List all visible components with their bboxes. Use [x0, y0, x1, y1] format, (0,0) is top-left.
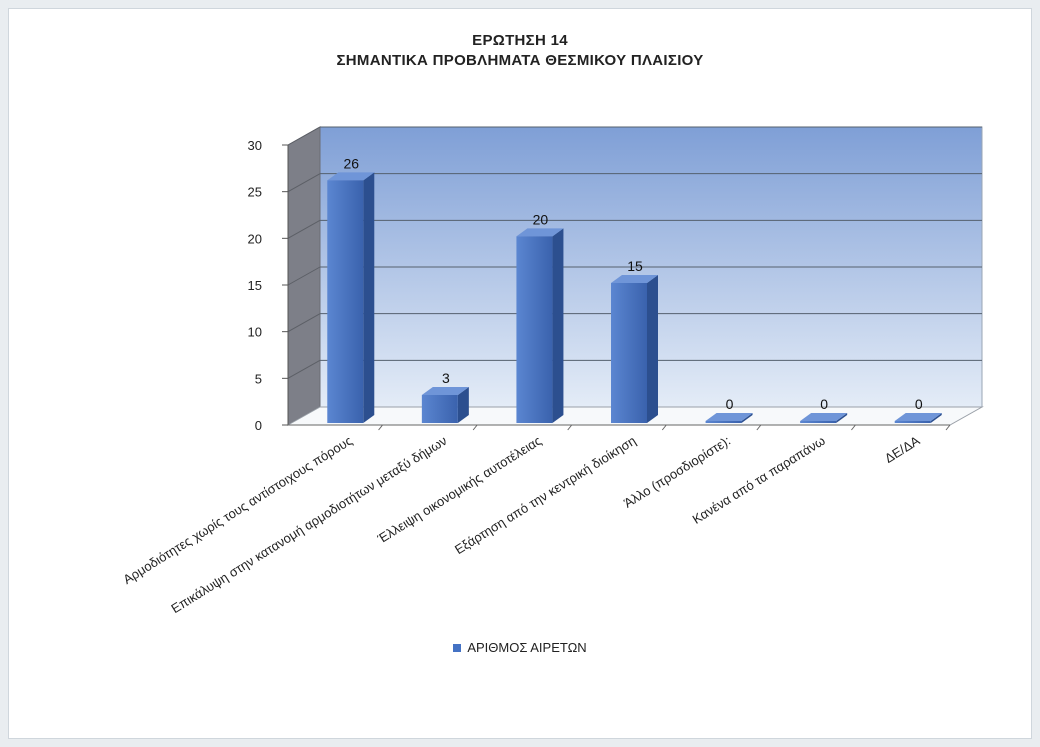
bar-side: [647, 275, 658, 423]
x-category-label: Έλλειψη οικονομικής αυτοτέλειας: [374, 433, 544, 547]
data-label: 0: [915, 396, 923, 412]
bar: [800, 413, 848, 423]
y-tick-label: 0: [255, 418, 262, 433]
bar-front: [894, 421, 931, 423]
chart-subtitle: ΣΗΜΑΝΤΙΚΑ ΠΡΟΒΛΗΜΑΤΑ ΘΕΣΜΙΚΟΥ ΠΛΑΙΣΙΟΥ: [336, 52, 704, 69]
data-label: 26: [343, 155, 359, 171]
data-label: 0: [820, 396, 828, 412]
x-tick-mark: [851, 424, 856, 431]
bar-front: [516, 236, 553, 423]
bar-top: [421, 387, 469, 395]
gridline-side: [287, 266, 321, 286]
bar-front: [327, 180, 364, 423]
gridline-side: [287, 126, 321, 146]
x-tick-mark: [567, 424, 573, 431]
bar-side: [363, 172, 375, 423]
y-tick-label: 25: [248, 185, 262, 200]
bar-side: [741, 413, 753, 423]
bar: [327, 172, 375, 423]
y-tick-label: 10: [248, 325, 262, 340]
bar-top: [705, 413, 753, 421]
bar-side: [457, 387, 469, 423]
gridline-side: [287, 173, 321, 193]
bar-side: [552, 228, 564, 423]
bar-top: [800, 413, 848, 421]
bar-top: [894, 413, 942, 421]
data-label: 15: [627, 258, 643, 274]
data-label: 0: [726, 396, 734, 412]
bar-front: [705, 421, 742, 423]
bar: [705, 413, 753, 423]
bar-front: [421, 395, 458, 423]
x-tick-mark: [945, 424, 951, 431]
x-tick-mark: [472, 424, 478, 431]
legend-swatch: [453, 643, 462, 652]
x-tick-mark: [378, 424, 383, 431]
bar-top: [327, 172, 375, 181]
bar-top: [611, 275, 658, 283]
chart-title: ΕΡΩΤΗΣΗ 14: [472, 32, 568, 49]
bar-front: [800, 421, 837, 423]
x-category-label: ΔΕ/ΔΑ: [882, 433, 923, 466]
bar: [894, 413, 942, 423]
y-tick-label: 15: [248, 278, 262, 293]
data-label: 20: [533, 211, 549, 227]
y-tick-label: 30: [248, 138, 262, 153]
bar-top: [516, 228, 564, 237]
bar-front: [611, 283, 647, 423]
x-tick-mark: [756, 424, 762, 431]
bar-side: [836, 413, 848, 423]
legend: ΑΡΙΘΜΟΣ ΑΙΡΕΤΩΝ: [0, 640, 1040, 655]
x-category-label: Εξάρτηση από την κεντρική διοίκηση: [452, 433, 639, 557]
gridline-side: [287, 313, 321, 333]
y-tick-label: 20: [248, 231, 262, 246]
gridline-side: [287, 219, 321, 239]
data-label: 3: [442, 370, 450, 386]
bar-side: [930, 413, 942, 423]
bar: [611, 275, 658, 423]
bar: [421, 387, 469, 423]
bar: [516, 228, 564, 423]
gridline-side: [287, 359, 321, 379]
x-tick-mark: [661, 424, 667, 431]
y-tick-label: 5: [255, 371, 262, 386]
legend-label: ΑΡΙΘΜΟΣ ΑΙΡΕΤΩΝ: [467, 640, 587, 655]
